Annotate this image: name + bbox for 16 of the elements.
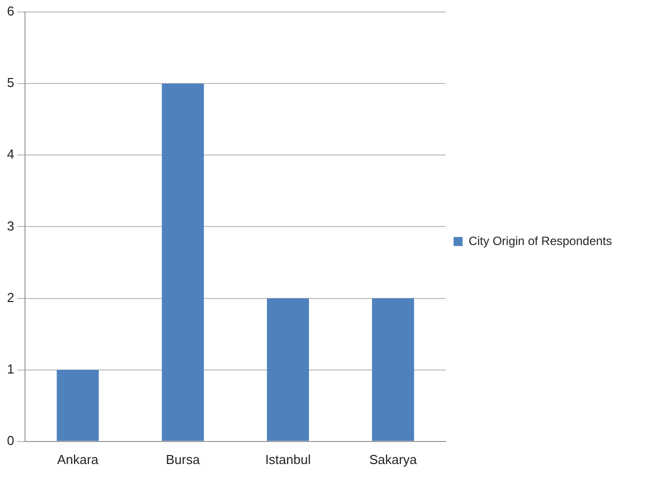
x-tick-label: Ankara (57, 452, 100, 467)
y-tick-label: 1 (6, 361, 14, 376)
y-tick-label: 3 (6, 218, 14, 234)
x-tick-label: Sakarya (369, 452, 418, 467)
bar (162, 84, 204, 441)
legend-label: City Origin of Respondents (468, 234, 612, 248)
y-tick-label: 4 (6, 146, 14, 162)
bar (372, 298, 414, 441)
y-tick-label: 2 (6, 290, 14, 305)
x-tick-label: Bursa (166, 452, 201, 467)
y-tick-label: 0 (6, 432, 14, 448)
y-tick-label: 5 (6, 75, 14, 90)
y-tick-label: 6 (6, 4, 14, 19)
x-tick-label: Istanbul (265, 452, 311, 467)
bar (56, 370, 99, 441)
bar (266, 298, 309, 441)
